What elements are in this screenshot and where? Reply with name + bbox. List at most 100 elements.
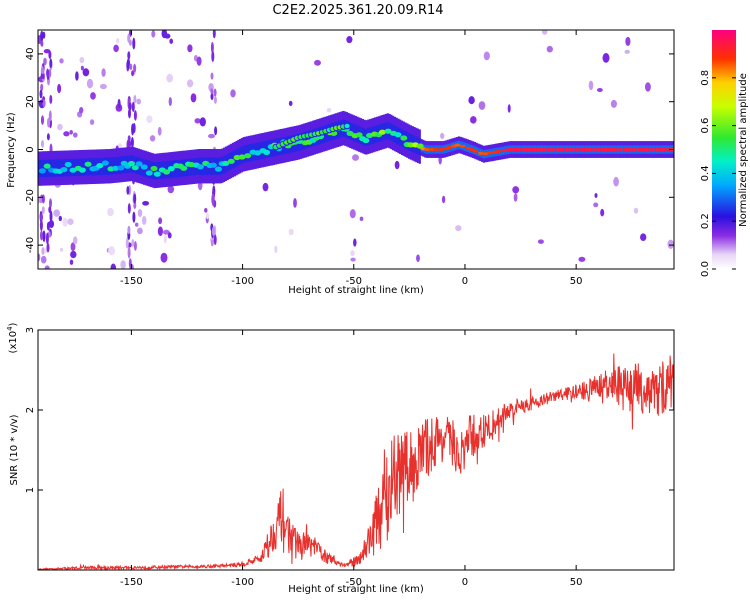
- spectrogram-streak: [40, 40, 44, 47]
- spectrogram-peak: [540, 147, 547, 152]
- spectrogram-xtick-label: -150: [120, 276, 143, 287]
- spectrogram-speckle: [48, 219, 55, 229]
- spectrogram-speckle: [167, 232, 172, 239]
- spectrogram-speckle: [90, 92, 96, 100]
- spectrogram-peak: [559, 147, 565, 152]
- figure-title: C2E2.2025.361.20.09.R14: [272, 3, 443, 18]
- spectrogram-band: [187, 158, 190, 176]
- spectrogram-speckle: [625, 36, 631, 46]
- spectrogram-speckle: [624, 49, 630, 54]
- spectrogram-speckle: [468, 96, 475, 105]
- colorbar-tick-label: 0.0: [700, 261, 711, 277]
- spectrogram-band: [205, 157, 208, 175]
- spectrogram-band: [112, 157, 115, 175]
- spectrogram-panel: -150 -100 -50 0 50 -40 -20 0 20 40 Height of stra…: [6, 29, 675, 296]
- spectrogram-ylabel: Frequency (Hz): [6, 112, 17, 188]
- spectrogram-band: [116, 156, 119, 175]
- spectrogram-speckle: [640, 233, 647, 242]
- spectrogram-band: [119, 156, 122, 174]
- spectrogram-peak: [117, 165, 125, 171]
- spectrogram-peak: [167, 166, 175, 172]
- spectrogram-xtick-label: 0: [462, 276, 468, 287]
- spectrogram-band: [308, 130, 311, 148]
- spectrogram-band: [155, 162, 158, 180]
- spectrogram-band: [175, 160, 178, 178]
- spectrogram-speckle: [274, 245, 278, 254]
- spectrogram-peak: [140, 164, 148, 170]
- spectrogram-ytick-label: 20: [25, 95, 36, 108]
- spectrogram-speckle: [470, 116, 477, 124]
- spectrogram-speckle: [142, 200, 150, 206]
- spectrogram-streak: [211, 50, 215, 63]
- spectrogram-peak: [636, 147, 643, 152]
- spectrogram-speckle: [69, 129, 73, 135]
- spectrogram-speckle: [483, 51, 490, 61]
- spectrogram-peak: [180, 165, 188, 171]
- spectrogram-speckle: [75, 71, 79, 81]
- spectrogram-band: [365, 128, 368, 146]
- spectrogram-speckle: [610, 99, 617, 108]
- spectrogram-speckle: [230, 89, 236, 98]
- spectrogram-band: [217, 157, 220, 175]
- spectrogram-peak: [508, 147, 515, 152]
- spectrogram-streak: [211, 195, 215, 207]
- spectrogram-peak: [661, 147, 668, 152]
- spectrogram-band: [306, 131, 309, 149]
- spectrogram-speckle: [108, 246, 116, 256]
- spectrogram-speckle: [208, 133, 215, 139]
- spectrogram-branch-peak: [344, 123, 350, 129]
- spectrogram-peak: [355, 132, 363, 138]
- spectrogram-streak: [210, 41, 214, 54]
- spectrogram-speckle: [44, 265, 50, 269]
- spectrogram-peak: [596, 147, 602, 152]
- spectrogram-band: [82, 158, 85, 176]
- spectrogram-band: [146, 160, 149, 178]
- spectrogram-streak: [213, 88, 217, 97]
- spectrogram-streak: [41, 206, 45, 214]
- spectrogram-streak: [129, 63, 133, 71]
- colorbar-tick-label: 0.4: [700, 165, 711, 181]
- spectrogram-band: [399, 128, 402, 146]
- spectrogram-band: [134, 156, 137, 174]
- spectrogram-peak: [346, 130, 354, 136]
- spectrogram-peak: [254, 150, 262, 156]
- spectrogram-band: [265, 140, 268, 158]
- spectrogram-streak: [39, 89, 43, 99]
- spectrogram-peak: [429, 147, 436, 152]
- spectrogram-speckle: [141, 215, 147, 225]
- spectrogram-speckle: [69, 259, 74, 265]
- spectrogram-speckle: [353, 238, 357, 247]
- spectrogram-speckle: [440, 132, 445, 140]
- spectrogram-peak: [84, 161, 92, 167]
- spectrogram-speckle: [117, 98, 121, 109]
- spectrogram-streak: [133, 63, 137, 73]
- spectrogram-streak: [131, 101, 135, 113]
- spectrogram-peak: [38, 168, 46, 174]
- spectrogram-speckle: [667, 239, 674, 249]
- spectrogram-peak: [101, 160, 109, 166]
- spectrogram-peak: [459, 144, 466, 148]
- spectrogram-streak: [42, 99, 46, 108]
- spectrogram-peak: [445, 146, 452, 150]
- spectrogram-xtick-label: 50: [570, 276, 583, 287]
- spectrogram-streak: [46, 242, 50, 253]
- colorbar-tick-label: 0.2: [700, 213, 711, 229]
- spectrogram-speckle: [199, 117, 206, 127]
- spectrogram-peak: [60, 167, 68, 173]
- spectrogram-peak: [96, 163, 104, 169]
- spectrogram-speckle: [101, 68, 106, 77]
- spectrogram-band: [87, 158, 90, 176]
- spectrogram-peak: [644, 147, 650, 152]
- spectrogram-speckle: [262, 182, 269, 192]
- spectrogram-peak: [153, 171, 161, 177]
- spectrogram-peak: [128, 160, 135, 167]
- snr-ytick-label: 3: [25, 327, 36, 333]
- spectrogram-peak: [532, 147, 539, 152]
- spectrogram-streak: [49, 210, 53, 222]
- spectrogram-streak: [214, 126, 218, 136]
- snr-ytick-label: 2: [25, 407, 36, 413]
- spectrogram-band: [73, 158, 76, 176]
- spectrogram-speckle: [166, 73, 174, 83]
- spectrogram-ticks: -150 -100 -50 0 50 -40 -20 0 20 40: [25, 30, 674, 287]
- spectrogram-streak: [125, 237, 129, 249]
